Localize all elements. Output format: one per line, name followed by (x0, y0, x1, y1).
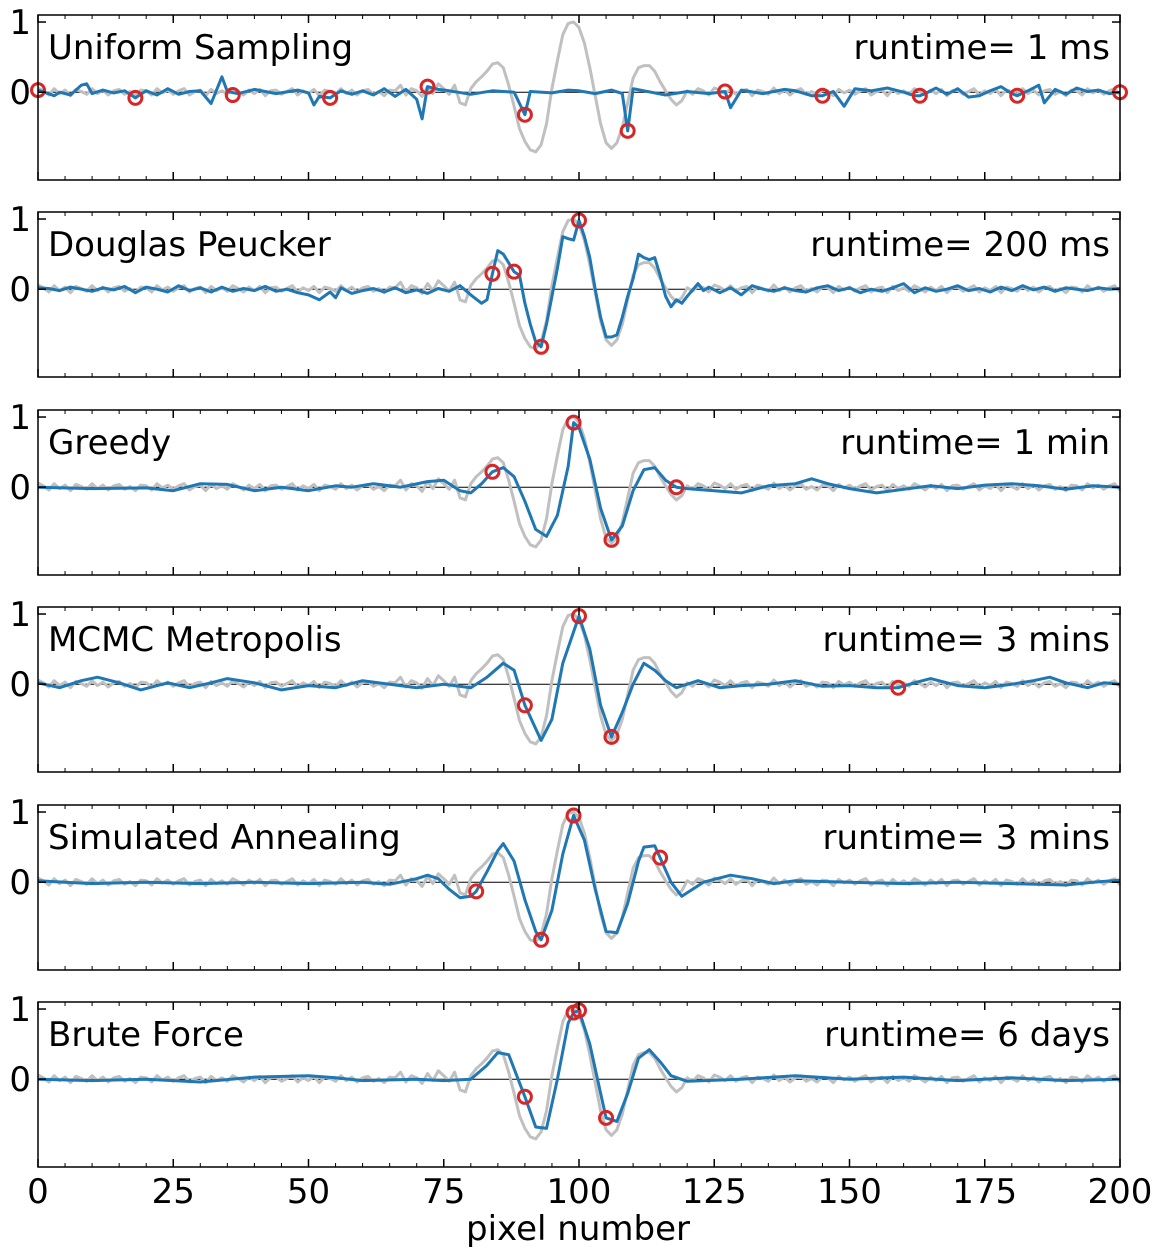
y-tick-label: 0 (9, 665, 31, 705)
panel-method-label: MCMC Metropolis (48, 620, 342, 660)
selected-point-marker (127, 89, 144, 106)
y-tick-label: 0 (9, 73, 31, 113)
panel-method-label: Brute Force (48, 1015, 244, 1055)
subplot-4: 0 1 MCMC Metropolis runtime= 3 mins (9, 595, 1122, 773)
y-tick-label: 1 (9, 595, 31, 635)
selected-point-marker (717, 83, 734, 100)
y-tick-label: 0 (9, 270, 31, 310)
selected-point-marker (565, 414, 582, 431)
selected-point-marker (533, 338, 550, 355)
selected-point-marker (484, 265, 501, 282)
y-tick-label: 1 (9, 398, 31, 438)
subplot-2: 0 1 Douglas Peucker runtime= 200 ms (9, 200, 1122, 378)
selected-point-marker (484, 463, 501, 480)
selected-point-marker (668, 479, 685, 496)
x-tick-label: 125 (682, 1172, 747, 1212)
x-tick-label: 75 (422, 1172, 465, 1212)
approximation-line (37, 814, 1121, 942)
x-tick-label: 175 (952, 1172, 1017, 1212)
subplot-stack: 0 1 Uniform Sampling runtime= 1 ms 0 1 Douglas… (9, 3, 1128, 1168)
y-tick-label: 1 (9, 990, 31, 1030)
x-axis: 0 25 50 75 100 125 150 175 200 (27, 1172, 1152, 1212)
selected-point-marker (603, 531, 620, 548)
selected-point-marker (814, 87, 831, 104)
x-tick-label: 200 (1088, 1172, 1153, 1212)
y-tick-label: 0 (9, 468, 31, 508)
x-tick-label: 150 (817, 1172, 882, 1212)
selected-point-marker (322, 89, 339, 106)
selected-point-marker (619, 122, 636, 139)
y-tick-label: 0 (9, 863, 31, 903)
panel-runtime-label: runtime= 1 ms (854, 28, 1110, 68)
selected-point-marker (565, 807, 582, 824)
approximation-line (37, 75, 1121, 133)
selected-point-marker (598, 1109, 615, 1126)
x-tick-label: 50 (287, 1172, 330, 1212)
subplot-5: 0 1 Simulated Annealing runtime= 3 mins (9, 793, 1122, 971)
panel-method-label: Uniform Sampling (48, 28, 353, 68)
x-tick-label: 100 (547, 1172, 612, 1212)
y-tick-label: 1 (9, 793, 31, 833)
panel-runtime-label: runtime= 3 mins (823, 818, 1110, 858)
selected-point-marker (506, 263, 523, 280)
panel-method-label: Simulated Annealing (48, 818, 401, 858)
selected-point-marker (603, 728, 620, 745)
selected-point-marker (533, 931, 550, 948)
panel-runtime-label: runtime= 6 days (824, 1015, 1110, 1055)
panel-runtime-label: runtime= 3 mins (823, 620, 1110, 660)
x-axis-label: pixel number (466, 1209, 690, 1249)
panel-runtime-label: runtime= 200 ms (810, 225, 1110, 265)
approximation-line (37, 218, 1121, 349)
subplot-3: 0 1 Greedy runtime= 1 min (9, 398, 1122, 576)
selected-point-marker (516, 106, 533, 123)
selected-point-marker (419, 78, 436, 95)
selected-point-marker (911, 87, 928, 104)
panel-method-label: Douglas Peucker (48, 225, 331, 265)
y-tick-label: 1 (9, 200, 31, 240)
selected-point-marker (652, 849, 669, 866)
y-tick-label: 0 (9, 1060, 31, 1100)
approximation-line (37, 614, 1121, 742)
selected-point-marker (468, 883, 485, 900)
subplot-1: 0 1 Uniform Sampling runtime= 1 ms (9, 3, 1128, 181)
selected-point-marker (516, 1088, 533, 1105)
x-tick-label: 0 (27, 1172, 49, 1212)
y-tick-label: 1 (9, 3, 31, 43)
x-tick-label: 25 (152, 1172, 195, 1212)
selected-point-marker (1009, 87, 1026, 104)
selected-point-marker (890, 679, 907, 696)
selected-point-marker (516, 697, 533, 714)
panel-method-label: Greedy (48, 423, 171, 463)
subplot-6: 0 1 Brute Force runtime= 6 days (9, 990, 1122, 1168)
selected-point-marker (224, 87, 241, 104)
panel-runtime-label: runtime= 1 min (840, 423, 1110, 463)
